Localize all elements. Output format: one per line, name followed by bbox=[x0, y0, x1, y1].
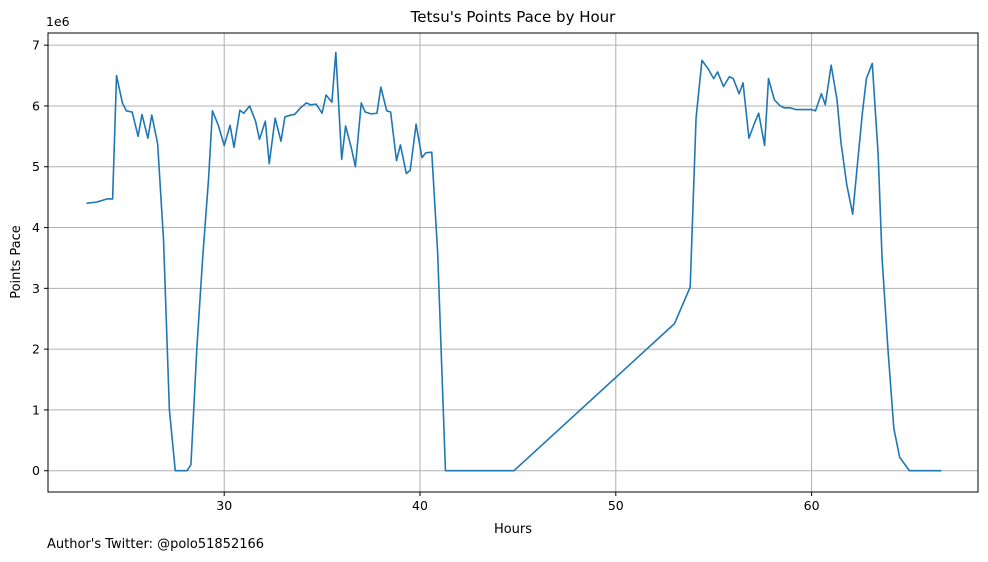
x-axis-label: Hours bbox=[494, 522, 532, 537]
x-tick-label: 60 bbox=[804, 498, 820, 513]
x-tick-label: 30 bbox=[216, 498, 232, 513]
points-pace-series-line bbox=[86, 51, 942, 472]
x-tick-label: 40 bbox=[412, 498, 428, 513]
y-tick-label: 6 bbox=[32, 98, 40, 113]
y-tick-label: 4 bbox=[32, 220, 40, 235]
y-tick-label: 2 bbox=[32, 342, 40, 357]
grid bbox=[48, 33, 978, 492]
plot-frame bbox=[47, 32, 979, 493]
y-axis-offset-label: 1e6 bbox=[46, 14, 70, 29]
axis-ticks: 30 40 50 60 0 1 2 3 4 5 6 7 bbox=[32, 38, 820, 513]
x-tick-label: 50 bbox=[608, 498, 624, 513]
y-tick-label: 7 bbox=[32, 38, 40, 53]
y-tick-label: 0 bbox=[32, 463, 40, 478]
author-credit: Author's Twitter: @polo51852166 bbox=[47, 537, 265, 552]
y-tick-label: 3 bbox=[32, 281, 40, 296]
chart-title: Tetsu's Points Pace by Hour bbox=[410, 8, 617, 26]
y-axis-label: Points Pace bbox=[9, 225, 24, 299]
y-tick-label: 1 bbox=[32, 402, 40, 417]
series-line-layer bbox=[86, 51, 942, 472]
y-tick-label: 5 bbox=[32, 159, 40, 174]
